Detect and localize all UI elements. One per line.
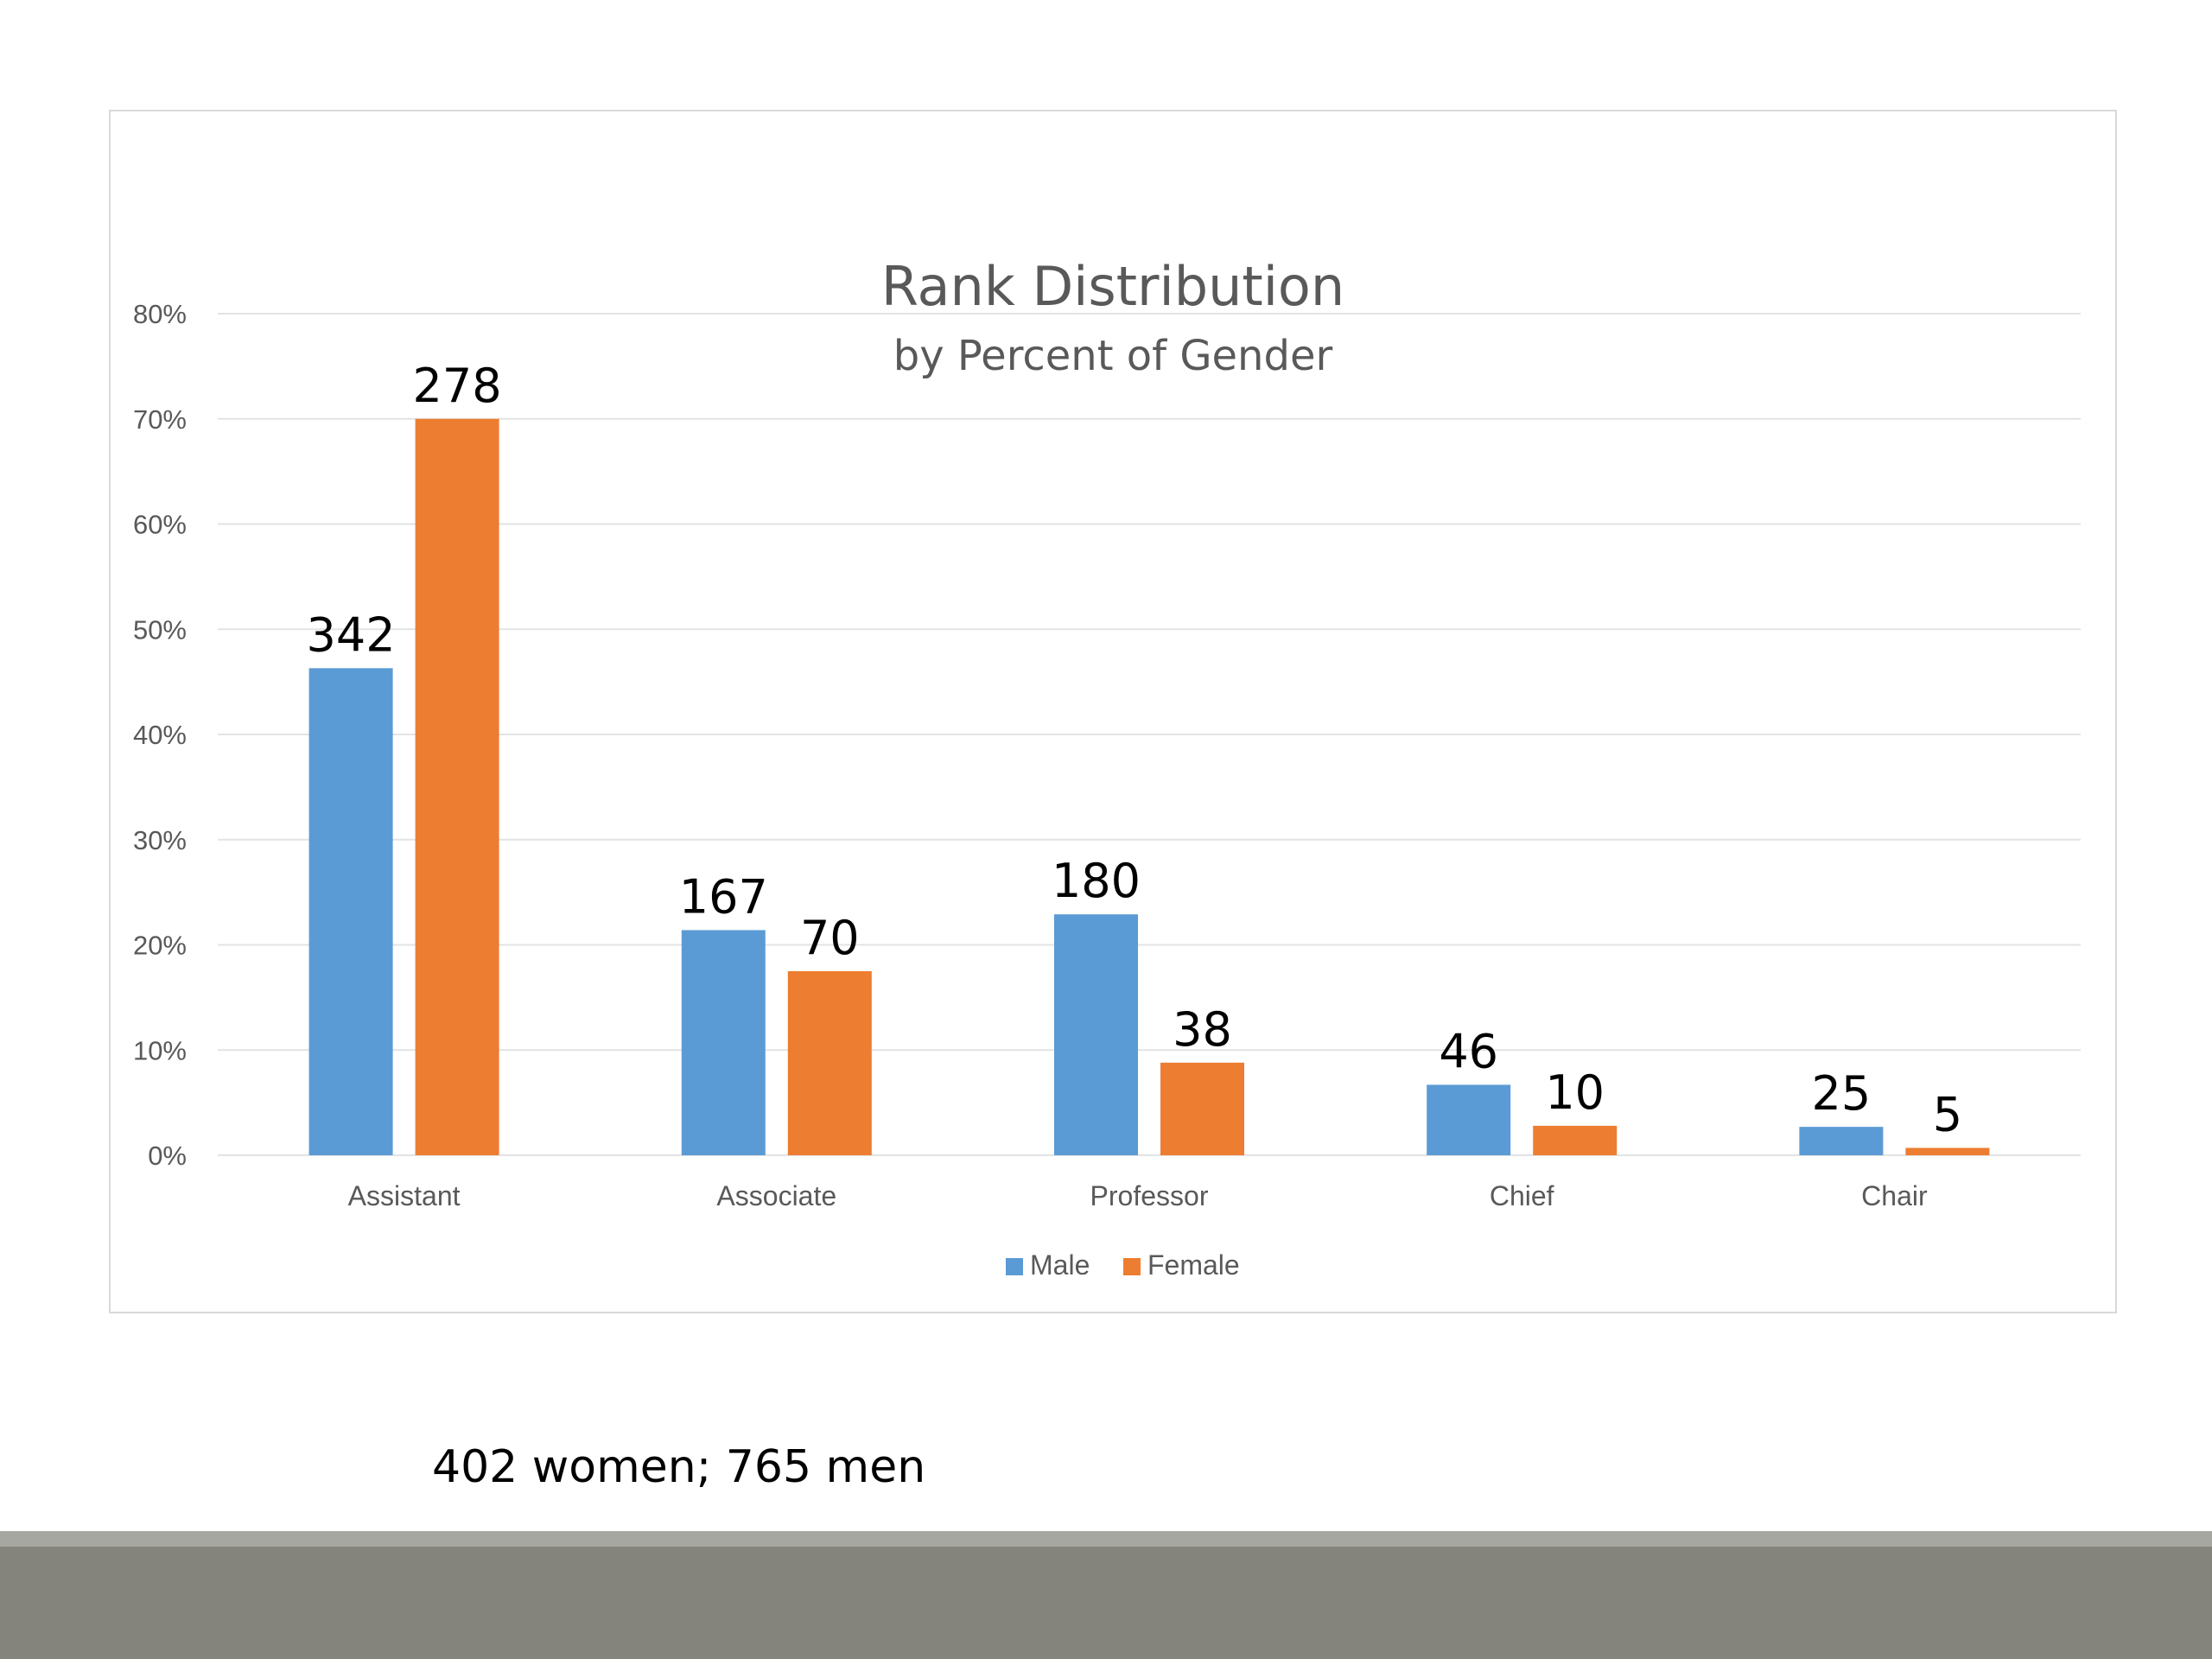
bar-female-associate (787, 970, 872, 1155)
legend-label-male: Male (1030, 1249, 1090, 1281)
y-tick-label: 80% (133, 299, 187, 329)
bar-male-chief (1427, 1084, 1511, 1155)
legend-swatch-male (1006, 1258, 1023, 1275)
y-tick-label: 20% (133, 931, 187, 961)
x-category-label: Assistant (348, 1180, 461, 1211)
legend-label-female: Female (1147, 1249, 1240, 1281)
footnote: 402 women; 765 men (432, 1441, 926, 1493)
bar-male-associate (681, 930, 766, 1155)
x-category-label: Professor (1090, 1180, 1209, 1211)
data-label: 70 (800, 911, 860, 965)
bars (308, 418, 1990, 1155)
bar-female-chair (1905, 1147, 1990, 1155)
bar-female-professor (1160, 1062, 1244, 1155)
data-labels: 342 278 167 70 180 38 46 10 25 5 (307, 359, 1963, 1142)
y-tick-label: 70% (133, 404, 187, 435)
data-label: 167 (679, 869, 768, 924)
data-label: 278 (413, 359, 502, 413)
data-label: 342 (307, 607, 396, 662)
legend-swatch-female (1123, 1258, 1141, 1275)
footer-bar (0, 1547, 2212, 1659)
data-label: 25 (1812, 1066, 1872, 1121)
data-label: 5 (1933, 1087, 1962, 1141)
data-label: 180 (1052, 854, 1141, 908)
legend: Male Female (1006, 1249, 1240, 1281)
y-axis-ticks: 0% 10% 20% 30% 40% 50% 60% 70% 80% (133, 299, 187, 1171)
data-label: 38 (1173, 1002, 1232, 1057)
bar-female-chief (1533, 1125, 1618, 1155)
y-tick-label: 50% (133, 614, 187, 645)
y-tick-label: 40% (133, 720, 187, 750)
chart-subtitle: by Percent of Gender (893, 332, 1333, 380)
x-category-label: Associate (716, 1180, 836, 1211)
footer-divider (0, 1531, 2212, 1547)
gridlines (218, 313, 2081, 1156)
x-axis-categories: Assistant Associate Professor Chief Chair (348, 1180, 1928, 1211)
data-label: 46 (1439, 1024, 1498, 1078)
x-category-label: Chief (1490, 1180, 1554, 1211)
bar-male-professor (1054, 914, 1138, 1155)
chart-frame: Rank Distribution by Percent of Gender 0… (109, 110, 2117, 1313)
data-label: 10 (1545, 1065, 1605, 1120)
bar-chart: Rank Distribution by Percent of Gender 0… (133, 255, 2081, 1281)
chart-title: Rank Distribution (881, 255, 1344, 318)
y-tick-label: 10% (133, 1035, 187, 1065)
bar-male-chair (1799, 1127, 1884, 1155)
bar-male-assistant (308, 668, 393, 1155)
y-tick-label: 60% (133, 510, 187, 540)
bar-female-assistant (415, 418, 499, 1155)
y-tick-label: 0% (148, 1141, 187, 1171)
x-category-label: Chair (1861, 1180, 1928, 1211)
y-tick-label: 30% (133, 825, 187, 855)
